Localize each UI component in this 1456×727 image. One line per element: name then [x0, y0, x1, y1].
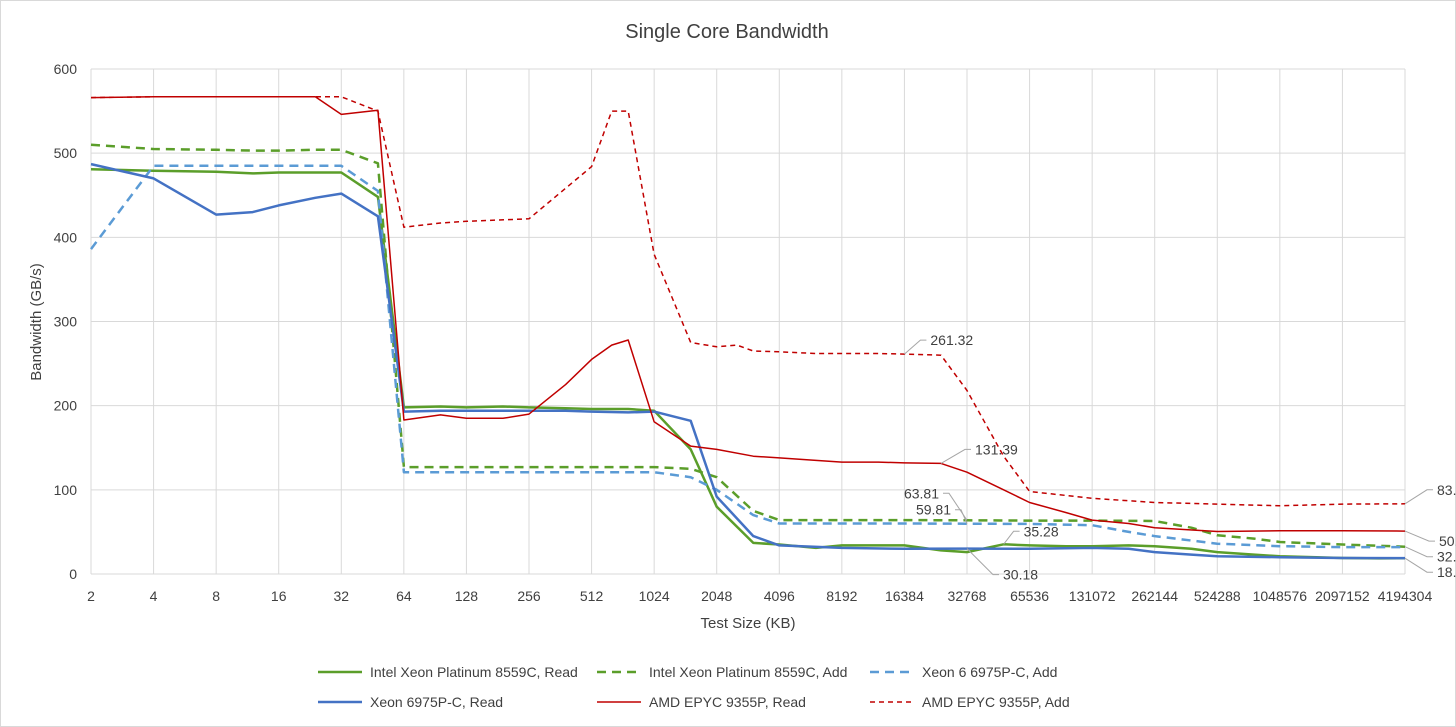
y-tick-label: 100: [54, 482, 78, 498]
x-tick-label: 2097152: [1315, 588, 1370, 604]
x-tick-label: 1024: [639, 588, 670, 604]
series-line-1: [90, 143, 1406, 548]
series-line-0: [90, 167, 1406, 560]
series-line-3: [90, 162, 1406, 560]
data-label: 63.81: [904, 485, 939, 501]
y-axis-title: Bandwidth (GB/s): [28, 263, 45, 381]
data-label: 83.37: [1437, 482, 1456, 498]
x-tick-label: 262144: [1131, 588, 1178, 604]
data-label: 131.39: [975, 441, 1018, 457]
series-line-5: [90, 96, 1406, 507]
callout-leader: [940, 448, 971, 464]
legend-label: Intel Xeon Platinum 8559C, Read: [370, 664, 578, 680]
x-tick-label: 131072: [1069, 588, 1116, 604]
data-label: 59.81: [916, 502, 951, 518]
x-tick-label: 4096: [764, 588, 795, 604]
data-label: 32.43: [1437, 549, 1456, 565]
x-axis-title: Test Size (KB): [700, 615, 795, 632]
callout-leader: [1404, 530, 1435, 542]
x-tick-label: 8: [212, 588, 220, 604]
x-tick-label: 32: [333, 588, 349, 604]
callout-leader: [904, 339, 927, 355]
chart-title: Single Core Bandwidth: [625, 21, 828, 43]
legend-label: AMD EPYC 9355P, Read: [649, 694, 806, 710]
y-tick-label: 0: [69, 566, 77, 582]
y-tick-label: 400: [54, 229, 78, 245]
x-tick-label: 512: [580, 588, 604, 604]
y-tick-label: 600: [54, 61, 78, 77]
series-line-4: [90, 96, 1406, 533]
data-label: 18.76: [1437, 564, 1456, 580]
legend-label: Intel Xeon Platinum 8559C, Add: [649, 664, 847, 680]
x-tick-label: 1048576: [1253, 588, 1308, 604]
x-tick-label: 32768: [948, 588, 987, 604]
y-tick-label: 500: [54, 145, 78, 161]
series-lines: [90, 96, 1406, 560]
data-label: 35.28: [1024, 523, 1059, 539]
callout-leader: [943, 492, 968, 521]
x-axis-ticks: 2 4 8 16 32 64 128 256 512 1024 2048 4096 8192 16384 3…: [87, 588, 1432, 604]
x-tick-label: 65536: [1010, 588, 1049, 604]
y-tick-label: 200: [54, 398, 78, 414]
x-tick-label: 524288: [1194, 588, 1241, 604]
callout-leader: [966, 548, 999, 576]
x-tick-label: 8192: [826, 588, 857, 604]
y-tick-label: 300: [54, 314, 78, 330]
data-label: 30.18: [1003, 567, 1038, 583]
x-tick-label: 2: [87, 588, 95, 604]
x-tick-label: 16: [271, 588, 287, 604]
series-line-2: [90, 164, 1405, 549]
x-tick-label: 4: [150, 588, 158, 604]
legend: Intel Xeon Platinum 8559C, Read Intel Xeo…: [318, 664, 1070, 710]
x-tick-label: 256: [517, 588, 541, 604]
y-axis-ticks: 0 100 200 300 400 500 600: [54, 61, 78, 582]
legend-label: Xeon 6975P-C, Read: [370, 694, 503, 710]
legend-label: AMD EPYC 9355P, Add: [922, 694, 1070, 710]
x-tick-label: 4194304: [1378, 588, 1433, 604]
x-tick-label: 64: [396, 588, 412, 604]
data-label: 261.32: [930, 332, 973, 348]
x-tick-label: 128: [455, 588, 479, 604]
x-tick-label: 2048: [701, 588, 732, 604]
callout-leader: [1404, 557, 1433, 573]
callout-leader: [1003, 530, 1020, 545]
legend-label: Xeon 6 6975P-C, Add: [922, 664, 1057, 680]
callout-leader: [1404, 489, 1433, 505]
data-label: 50.95: [1439, 533, 1456, 549]
x-tick-label: 16384: [885, 588, 924, 604]
gridlines: [90, 68, 1406, 575]
callout-leader: [955, 509, 968, 524]
callout-leader: [1404, 546, 1433, 558]
